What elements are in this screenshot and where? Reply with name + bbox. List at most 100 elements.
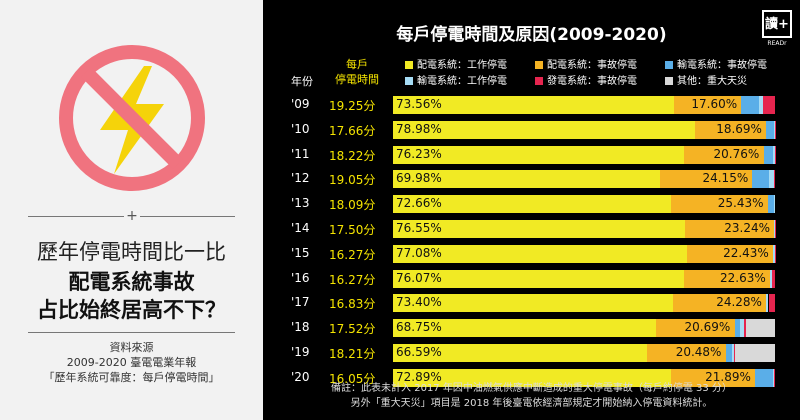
bar-data-label: 22.63% <box>720 270 766 285</box>
stacked-bar: 73.40% 24.28% <box>393 294 775 313</box>
bar-data-label: 77.08% <box>396 245 442 260</box>
legend-swatch <box>665 77 673 85</box>
legend-label: 輸電系統：事故停電 <box>677 60 767 71</box>
bar-data-label: 18.69% <box>716 121 762 136</box>
bar-segment <box>755 368 773 387</box>
plus-icon: + <box>124 208 140 224</box>
legend-item: 其他：重大天災 <box>665 72 747 87</box>
bar-segment <box>393 170 661 189</box>
bar-segment <box>393 319 656 338</box>
row-minutes-label: 16.27分 <box>329 272 376 287</box>
legend-swatch <box>665 61 673 69</box>
bar-segment <box>772 269 775 288</box>
bar-segment <box>734 319 741 338</box>
bar-segment <box>768 170 774 189</box>
legend-item: 輸電系統：事故停電 <box>665 56 767 71</box>
headline-line-3: 占比始終居高不下？ <box>37 298 226 322</box>
bar-segment <box>752 170 769 189</box>
bar-segment <box>758 96 763 114</box>
bar-data-label: 76.23% <box>396 146 442 161</box>
row-year-label: '13 <box>291 196 310 211</box>
legend-item: 輸電系統：工作停電 <box>405 72 507 87</box>
brand-logo-sub: READr <box>767 40 787 47</box>
minutes-header-2: 停電時間 <box>335 73 379 86</box>
stacked-bar: 77.08% 22.43% <box>393 244 775 263</box>
bar-segment <box>685 220 775 238</box>
legend-swatch <box>535 61 543 69</box>
row-minutes-label: 18.09分 <box>329 198 376 213</box>
stacked-bar: 76.07% 22.63% <box>393 269 775 288</box>
bar-segment <box>393 294 674 313</box>
legend-label: 其他：重大天災 <box>677 76 747 87</box>
bar-segment <box>740 319 744 338</box>
row-year-label: '14 <box>291 221 310 235</box>
row-year-label: '18 <box>291 320 310 335</box>
row-minutes-label: 19.05分 <box>329 173 376 188</box>
headline-line-2: 配電系統事故 <box>68 270 195 294</box>
bar-segment <box>393 368 672 387</box>
source-line-2: 2009-2020 臺電電業年報 <box>66 356 197 369</box>
bar-segment <box>734 344 775 362</box>
bar-data-label: 25.43% <box>717 196 764 211</box>
bar-segment <box>670 195 768 214</box>
row-year-label: '11 <box>291 146 310 161</box>
bar-segment <box>770 269 773 288</box>
bar-data-label: 73.56% <box>396 97 442 111</box>
bar-segment <box>763 145 774 164</box>
stacked-bar: 66.59% 20.48% <box>393 344 775 362</box>
legend-swatch <box>405 77 413 85</box>
bar-data-label: 72.66% <box>396 196 442 211</box>
bar-data-label: 66.59% <box>396 345 442 359</box>
bar-segment <box>393 244 688 263</box>
legend-item: 配電系統：工作停電 <box>405 56 507 71</box>
sidebar-panel: + 歷年停電時間比一比 配電系統事故 占比始終居高不下？ 資料來源 2009-2… <box>0 0 263 420</box>
bar-segment <box>725 344 732 362</box>
row-year-label: '19 <box>291 345 310 359</box>
stacked-bar: 69.98% 24.15% <box>393 170 775 189</box>
bar-segment <box>694 120 767 139</box>
bar-segment <box>393 344 648 362</box>
row-minutes-label: 16.27分 <box>329 247 376 262</box>
bar-segment <box>393 220 686 238</box>
bar-data-label: 22.43% <box>723 245 769 260</box>
source-line-3: 「歷年系統可靠度：每戶停電時間」 <box>43 371 220 384</box>
bar-segment <box>393 269 684 288</box>
legend-label: 發電系統：事故停電 <box>547 76 637 87</box>
row-minutes-label: 18.21分 <box>329 347 376 361</box>
legend-label: 配電系統：工作停電 <box>417 60 507 71</box>
bar-segment <box>734 344 735 362</box>
bar-segment <box>647 344 726 362</box>
bar-segment <box>772 368 775 387</box>
bar-segment <box>393 145 685 164</box>
bar-data-label: 76.55% <box>396 221 442 235</box>
row-minutes-label: 17.52分 <box>329 322 376 337</box>
bar-data-label: 17.60% <box>691 97 738 111</box>
bar-segment <box>766 120 774 139</box>
no-power-icon <box>59 45 205 191</box>
stacked-bar: 76.55% 23.24% <box>393 220 775 238</box>
bar-segment <box>731 344 735 362</box>
legend-label: 配電系統：事故停電 <box>547 60 637 71</box>
bar-data-label: 72.89% <box>396 369 442 384</box>
chart-panel: 每戶停電時間及原因(2009-2020) 讀+ READr 每戶 停電時間 年份… <box>263 0 800 420</box>
bar-segment <box>671 368 756 387</box>
row-year-label: '10 <box>291 121 310 136</box>
legend-item: 配電系統：事故停電 <box>535 56 637 71</box>
bar-segment <box>743 319 746 338</box>
bar-segment <box>745 319 775 338</box>
row-year-label: '15 <box>291 245 310 260</box>
row-minutes-label: 17.66分 <box>329 123 376 138</box>
brand-logo: 讀+ <box>762 10 792 38</box>
bar-segment <box>762 96 775 114</box>
row-minutes-label: 18.22分 <box>329 148 376 163</box>
stacked-bar: 76.23% 20.76% <box>393 145 775 164</box>
bar-segment <box>393 195 671 214</box>
row-minutes-label: 16.05分 <box>329 371 376 386</box>
bar-segment <box>393 96 675 114</box>
bar-data-label: 24.15% <box>702 171 749 186</box>
bar-segment <box>773 170 775 189</box>
legend-label: 輸電系統：工作停電 <box>417 76 507 87</box>
year-header: 年份 <box>291 75 313 88</box>
bar-data-label: 20.48% <box>675 345 722 359</box>
